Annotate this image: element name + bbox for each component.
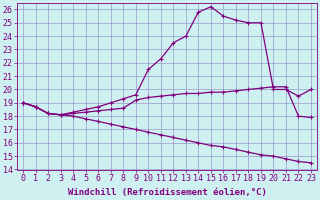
X-axis label: Windchill (Refroidissement éolien,°C): Windchill (Refroidissement éolien,°C) (68, 188, 267, 197)
